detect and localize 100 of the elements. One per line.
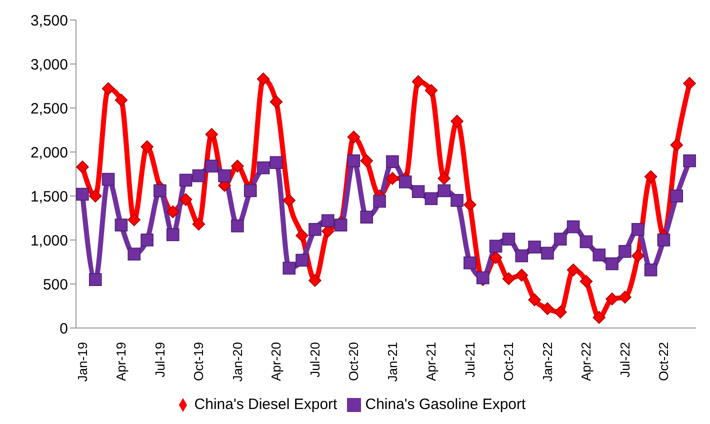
y-tick-label: 3,500	[30, 12, 68, 30]
point	[580, 274, 593, 288]
x-tick-label: Oct-21	[501, 342, 516, 382]
point	[489, 251, 502, 264]
point	[464, 256, 476, 270]
point	[140, 234, 154, 246]
point	[592, 311, 606, 324]
point	[618, 245, 632, 258]
point	[296, 229, 308, 242]
point	[270, 156, 283, 169]
point	[256, 161, 270, 174]
y-tick-label: 1,000	[30, 232, 68, 250]
legend-label: China's Gasoline Export	[365, 396, 526, 413]
point	[541, 246, 554, 260]
point	[347, 130, 360, 144]
point	[554, 232, 567, 246]
point	[179, 174, 192, 187]
x-tick-label: Apr-22	[578, 342, 594, 382]
point	[580, 235, 593, 248]
point	[438, 172, 451, 185]
point	[502, 272, 516, 286]
point	[205, 128, 218, 141]
point	[438, 184, 451, 198]
x-tick-label: Oct-19	[191, 342, 206, 382]
point	[128, 248, 141, 260]
point	[606, 292, 618, 306]
point	[308, 274, 322, 287]
point	[360, 154, 374, 168]
x-tick-label: Jan-20	[230, 342, 245, 382]
point	[102, 172, 115, 186]
point	[256, 72, 270, 86]
y-tick-label: 2,500	[30, 100, 68, 118]
y-tick-label: 1,500	[30, 188, 68, 206]
point	[166, 205, 180, 218]
point	[192, 169, 206, 182]
point	[528, 293, 541, 306]
point	[515, 249, 528, 262]
point	[179, 193, 192, 206]
point	[683, 76, 696, 90]
point	[515, 268, 528, 282]
point	[386, 172, 399, 185]
x-tick-label: Apr-21	[424, 342, 439, 382]
x-tick-label: Jul-21	[462, 342, 478, 378]
point	[192, 218, 206, 231]
point	[412, 75, 425, 88]
point	[321, 214, 334, 228]
y-tick-label: 0	[60, 320, 68, 338]
point	[88, 273, 102, 286]
point	[670, 138, 684, 152]
point	[644, 170, 658, 184]
point	[114, 218, 128, 232]
point	[347, 154, 360, 168]
point	[424, 84, 438, 97]
point	[592, 248, 606, 262]
point	[308, 223, 322, 236]
point	[166, 228, 180, 242]
x-tick-label: Apr-20	[268, 342, 284, 382]
point	[76, 188, 89, 201]
point	[541, 302, 554, 316]
point	[154, 184, 166, 198]
point	[102, 82, 115, 96]
point	[424, 192, 438, 206]
point	[244, 184, 257, 198]
x-tick-label: Jan-21	[384, 342, 400, 382]
point	[683, 154, 696, 168]
point	[631, 223, 644, 236]
point	[386, 155, 399, 168]
point	[489, 240, 502, 253]
point	[502, 232, 516, 246]
x-tick-label: Oct-20	[346, 342, 362, 382]
point	[618, 290, 632, 304]
point	[528, 240, 541, 254]
point	[566, 220, 580, 234]
point	[398, 176, 412, 188]
point	[128, 213, 141, 226]
point	[140, 140, 154, 154]
point	[412, 185, 425, 198]
y-tick-label: 3,000	[30, 56, 68, 74]
point	[644, 264, 658, 276]
point	[464, 198, 476, 212]
point	[631, 249, 644, 262]
point	[218, 169, 231, 182]
point	[205, 160, 218, 172]
point	[373, 194, 386, 208]
point	[296, 254, 308, 267]
point	[270, 95, 283, 108]
point	[670, 190, 684, 202]
x-tick-label: Jan-22	[540, 342, 555, 382]
x-tick-label: Oct-22	[656, 342, 672, 382]
point	[282, 262, 296, 275]
x-tick-label: Apr-19	[114, 342, 129, 382]
point	[606, 257, 618, 270]
point	[114, 94, 128, 106]
point	[334, 218, 348, 232]
point	[360, 210, 374, 224]
y-tick-label: 500	[42, 276, 68, 294]
point	[231, 160, 244, 172]
legend-label: China's Diesel Export	[194, 396, 338, 413]
point	[450, 114, 464, 128]
point	[88, 190, 102, 202]
